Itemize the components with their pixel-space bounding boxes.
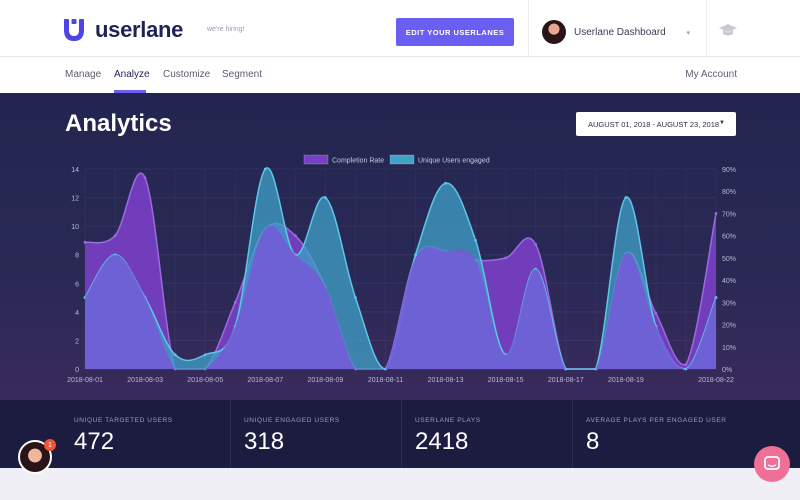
- y-left-tick-label: 2: [75, 338, 79, 345]
- stat-engaged-users: UNIQUE ENGAGED USERS 318: [230, 400, 401, 468]
- data-point: [444, 181, 447, 185]
- legend-label: Completion Rate: [332, 158, 384, 165]
- x-tick-label: 2018-08-17: [548, 377, 584, 384]
- y-left-tick-label: 6: [75, 281, 79, 288]
- edit-userlanes-button[interactable]: EDIT YOUR USERLANES: [396, 18, 514, 46]
- nav-item-customize[interactable]: Customize: [163, 69, 211, 80]
- nav-item-analyze[interactable]: Analyze: [114, 69, 150, 80]
- data-point: [113, 234, 117, 238]
- main-nav: Manage Analyze Customize Segment My Acco…: [0, 57, 800, 93]
- x-tick-label: 2018-08-22: [698, 377, 734, 384]
- y-left-tick-label: 14: [71, 167, 79, 174]
- stat-avg-plays: AVERAGE PLAYS PER ENGAGED USER 8: [572, 400, 742, 468]
- dashboard-select-label: Userlane Dashboard: [574, 26, 666, 38]
- data-point: [504, 256, 508, 260]
- x-tick-label: 2018-08-13: [428, 377, 464, 384]
- x-tick-label: 2018-08-19: [608, 377, 644, 384]
- y-left-tick-label: 4: [75, 310, 79, 317]
- stats-bar: UNIQUE TARGETED USERS 472 UNIQUE ENGAGED…: [0, 400, 800, 468]
- analytics-chart: 0 2 4 6 8 10 12 14 0% 10% 20% 30% 40% 50% 60% 70% 80% 90%…: [67, 154, 736, 384]
- stat-userlane-plays: USERLANE PLAYS 2418: [401, 400, 572, 468]
- data-point: [323, 196, 327, 199]
- y-right-tick-label: 0%: [722, 367, 732, 374]
- data-point: [654, 312, 658, 315]
- stat-label: AVERAGE PLAYS PER ENGAGED USER: [586, 417, 727, 424]
- data-point: [143, 176, 147, 180]
- page-title: Analytics: [65, 110, 172, 137]
- stat-label: UNIQUE ENGAGED USERS: [244, 417, 340, 424]
- userlane-logo-icon: [63, 18, 85, 42]
- data-point: [714, 212, 718, 215]
- stat-value: 318: [244, 428, 285, 455]
- y-left-tick-label: 8: [75, 253, 79, 260]
- nav-item-manage[interactable]: Manage: [65, 69, 102, 80]
- data-point: [293, 234, 297, 238]
- chevron-down-icon: ▾: [686, 30, 690, 37]
- legend-label: Unique Users engaged: [418, 158, 490, 165]
- data-point: [203, 353, 207, 357]
- analytics-panel: Analytics AUGUST 01, 2018 - AUGUST 23, 2…: [0, 93, 800, 400]
- x-tick-label: 2018-08-09: [307, 377, 343, 384]
- y-right-tick-label: 90%: [722, 167, 736, 174]
- date-range-picker[interactable]: AUGUST 01, 2018 - AUGUST 23, 2018 ▼: [576, 112, 736, 136]
- data-point: [83, 240, 87, 244]
- y-right-tick-label: 40%: [722, 278, 736, 285]
- stat-divider: [572, 400, 573, 468]
- legend-swatch: [389, 154, 415, 165]
- dashboard-select[interactable]: Userlane Dashboard ▾: [542, 18, 692, 46]
- stat-label: UNIQUE TARGETED USERS: [74, 417, 173, 424]
- stat-value: 472: [74, 428, 115, 455]
- stat-targeted-users: UNIQUE TARGETED USERS 472: [60, 400, 230, 468]
- data-point: [414, 253, 417, 257]
- my-account-link[interactable]: My Account: [685, 69, 737, 80]
- y-left-tick-label: 12: [71, 196, 79, 203]
- data-point: [263, 167, 267, 171]
- y-right-tick-label: 50%: [722, 256, 736, 263]
- caret-down-icon: ▼: [719, 120, 725, 126]
- data-point: [624, 196, 628, 199]
- data-point: [354, 296, 357, 299]
- stat-value: 8: [586, 428, 600, 455]
- y-left-tick-label: 0: [75, 367, 79, 374]
- x-tick-label: 2018-08-15: [488, 377, 524, 384]
- y-right-tick-label: 10%: [722, 345, 736, 352]
- y-right-tick-label: 60%: [722, 234, 736, 241]
- legend-swatch: [303, 154, 329, 165]
- y-left-tick-label: 10: [71, 224, 79, 231]
- notification-badge: 1: [44, 439, 56, 451]
- stat-divider: [401, 400, 402, 468]
- chat-button[interactable]: [754, 446, 790, 482]
- y-right-tick-label: 70%: [722, 211, 736, 218]
- header-divider: [706, 0, 707, 57]
- x-tick-label: 2018-08-11: [368, 377, 403, 384]
- date-range-label: AUGUST 01, 2018 - AUGUST 23, 2018: [588, 119, 720, 129]
- top-header: userlane we're hiring! EDIT YOUR USERLAN…: [0, 0, 800, 57]
- graduation-cap-icon[interactable]: [718, 23, 738, 37]
- nav-item-segment[interactable]: Segment: [222, 69, 263, 80]
- logo-text: userlane: [95, 17, 184, 42]
- stat-label: USERLANE PLAYS: [415, 417, 481, 424]
- x-tick-label: 2018-08-03: [127, 377, 163, 384]
- y-right-tick-label: 20%: [722, 323, 736, 330]
- page-footer-area: [0, 468, 800, 500]
- data-point: [684, 363, 688, 366]
- chat-icon: [764, 456, 780, 470]
- x-tick-label: 2018-08-05: [187, 377, 223, 384]
- data-point: [233, 300, 237, 304]
- x-tick-label: 2018-08-01: [67, 377, 103, 384]
- data-point: [173, 353, 177, 357]
- y-right-tick-label: 80%: [722, 189, 736, 196]
- avatar: [542, 20, 566, 44]
- stat-divider: [230, 400, 231, 468]
- y-right-tick-label: 30%: [722, 300, 736, 307]
- x-tick-label: 2018-08-07: [247, 377, 283, 384]
- userlane-logo[interactable]: userlane: [63, 16, 183, 44]
- hiring-link[interactable]: we're hiring!: [207, 26, 245, 33]
- stat-value: 2418: [415, 428, 469, 455]
- active-tab-indicator: [114, 90, 146, 93]
- data-point: [534, 243, 538, 246]
- data-point: [474, 239, 478, 242]
- overlap-area: [85, 225, 716, 369]
- header-divider: [528, 0, 529, 57]
